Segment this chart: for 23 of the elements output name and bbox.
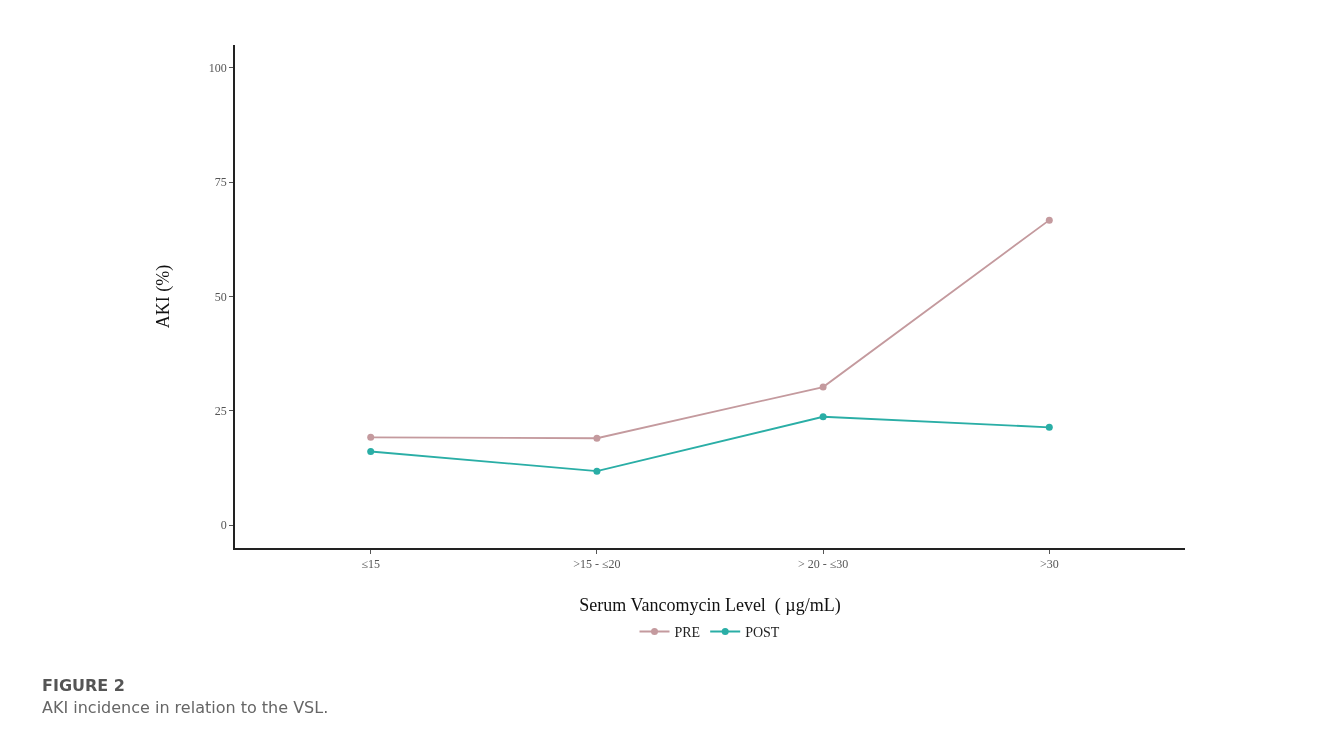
y-tick-label: 25 (214, 404, 227, 419)
point (819, 383, 827, 391)
point (593, 467, 601, 475)
x-tick-label: >30 (1039, 557, 1059, 572)
legend-label: PRE (674, 624, 701, 640)
x-tick-label: ≤15 (361, 557, 381, 572)
y-tick-label: 0 (220, 518, 227, 533)
caption: FIGURE 2 (42, 676, 126, 695)
y-tick-label: 100 (208, 61, 227, 76)
x-tick-label: >15 - ≤20 (573, 557, 621, 572)
point (819, 413, 827, 421)
point (1045, 216, 1053, 224)
y-tick-label: 75 (214, 175, 227, 190)
x-axis-title: Serum Vancomycin Level ( µg/mL) (579, 594, 841, 616)
point (367, 433, 375, 441)
text: AKI incidence in relation to the VSL. (42, 698, 329, 717)
point (593, 434, 601, 442)
y-tick-label: 50 (214, 289, 227, 304)
y-axis-title: AKI (%) (152, 264, 174, 329)
legend-label: POST (745, 624, 780, 640)
point (1045, 423, 1053, 431)
point (367, 448, 375, 456)
x-tick-label: > 20 - ≤30 (797, 557, 849, 572)
